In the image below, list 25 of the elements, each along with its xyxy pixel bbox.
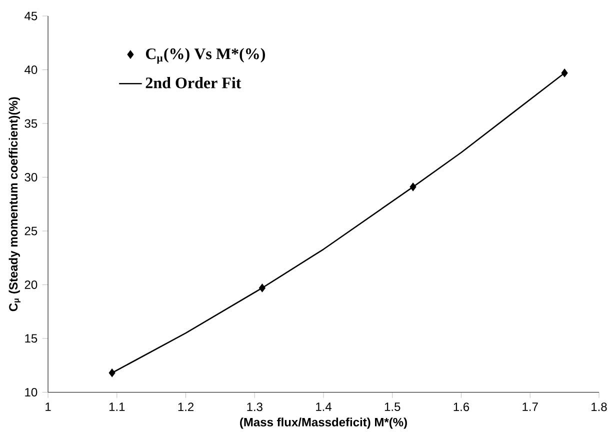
point bbox=[258, 284, 266, 292]
point bbox=[561, 68, 568, 78]
y-tick-label: 20 bbox=[24, 280, 38, 289]
y-tick-label: 40 bbox=[24, 65, 38, 74]
y-tick-label: 45 bbox=[24, 12, 38, 20]
y-tick-label: 15 bbox=[25, 334, 38, 343]
y-tick-label: 10 bbox=[25, 388, 38, 396]
x-tick-label: 1.4 bbox=[316, 402, 332, 411]
x-tick-label: 1.7 bbox=[522, 402, 538, 411]
x-tick-label: 1.8 bbox=[592, 402, 607, 412]
x-tick-label: 1.5 bbox=[384, 402, 400, 411]
x-tick-label: 1.1 bbox=[109, 402, 125, 411]
x-tick-label: 1 bbox=[46, 402, 51, 411]
point bbox=[410, 182, 416, 192]
legend-label: 2nd Order Fit bbox=[146, 76, 242, 88]
x-tick-label: 1.2 bbox=[178, 402, 194, 411]
x-axis-title: (Mass flux/Massdeficit) M*(%) bbox=[240, 418, 407, 429]
point bbox=[108, 368, 116, 378]
y-tick-label: 25 bbox=[24, 226, 38, 236]
x-tick-label: 1.6 bbox=[454, 402, 470, 412]
x-tick-label: 1.3 bbox=[247, 402, 262, 412]
y-axis-title: C$_{μ}$ (Steady momentum coefficient)(%) bbox=[8, 97, 20, 312]
legend-label: C$_{μ}$(%) Vs M*(%) bbox=[146, 48, 266, 64]
y-tick-label: 30 bbox=[24, 172, 38, 182]
y-tick-label: 35 bbox=[24, 119, 38, 128]
